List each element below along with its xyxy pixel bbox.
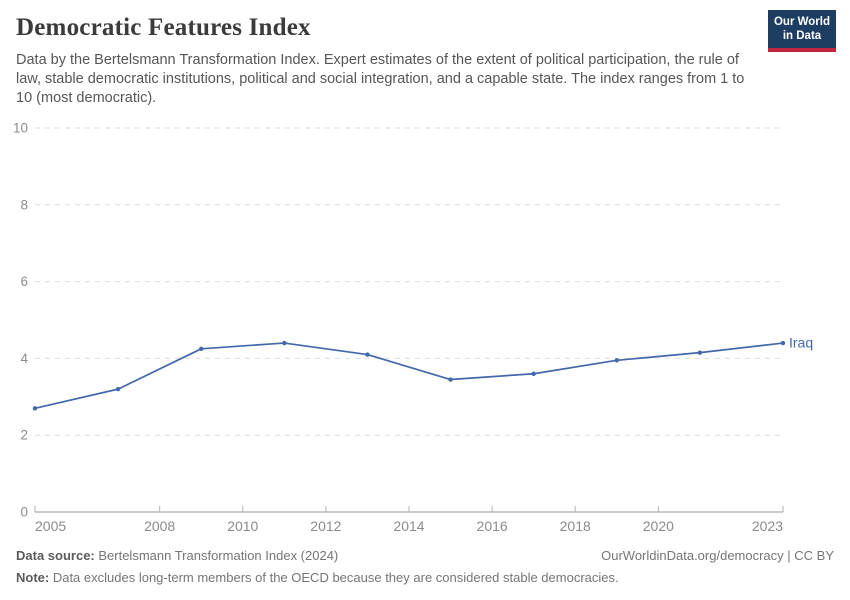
note-text: Data excludes long-term members of the O… bbox=[49, 570, 619, 585]
data-point bbox=[282, 340, 287, 346]
footer-source-row: Data source: Bertelsmann Transformation … bbox=[16, 548, 834, 563]
x-axis-tick-label: 2010 bbox=[227, 518, 258, 534]
x-axis-tick-label: 2012 bbox=[310, 518, 341, 534]
data-source-text: Bertelsmann Transformation Index (2024) bbox=[94, 548, 339, 563]
x-axis-tick-label: 2016 bbox=[477, 518, 508, 534]
x-axis-tick-label: 2023 bbox=[752, 518, 783, 534]
page-title: Democratic Features Index bbox=[16, 14, 311, 41]
data-source: Data source: Bertelsmann Transformation … bbox=[16, 548, 338, 563]
y-axis-tick-label: 0 bbox=[20, 505, 28, 520]
owid-logo-line2: in Data bbox=[782, 30, 822, 43]
data-point bbox=[697, 350, 703, 355]
data-point bbox=[115, 386, 121, 392]
data-point bbox=[531, 371, 536, 376]
x-axis-tick-label: 2020 bbox=[643, 518, 674, 534]
footer-note-row: Note: Data excludes long-term members of… bbox=[16, 570, 834, 585]
data-source-label: Data source: bbox=[16, 548, 95, 563]
x-axis-tick-label: 2014 bbox=[393, 518, 424, 534]
data-point bbox=[365, 352, 370, 357]
data-point bbox=[32, 406, 38, 411]
x-axis-tick-label: 2018 bbox=[560, 518, 591, 534]
y-axis-tick-label: 4 bbox=[20, 351, 28, 366]
data-point bbox=[780, 340, 786, 346]
x-axis-tick-label: 2008 bbox=[144, 518, 175, 534]
rights-link[interactable]: OurWorldinData.org/democracy | CC BY bbox=[601, 548, 834, 563]
owid-logo[interactable]: Our World in Data bbox=[768, 10, 836, 52]
series-line bbox=[34, 342, 784, 410]
y-axis-tick-label: 6 bbox=[20, 274, 28, 289]
data-point bbox=[614, 358, 619, 363]
data-point bbox=[448, 377, 453, 382]
note-label: Note: bbox=[16, 570, 50, 585]
chart-subtitle: Data by the Bertelsmann Transformation I… bbox=[16, 52, 745, 107]
x-axis-tick-label: 2005 bbox=[35, 518, 66, 534]
y-axis-tick-label: 8 bbox=[20, 197, 28, 212]
y-axis-tick-label: 2 bbox=[20, 428, 28, 443]
series-end-label: Iraq bbox=[789, 335, 813, 351]
data-point bbox=[199, 346, 204, 351]
owid-logo-line1: Our World bbox=[773, 16, 830, 28]
y-axis-tick-label: 10 bbox=[13, 121, 28, 136]
